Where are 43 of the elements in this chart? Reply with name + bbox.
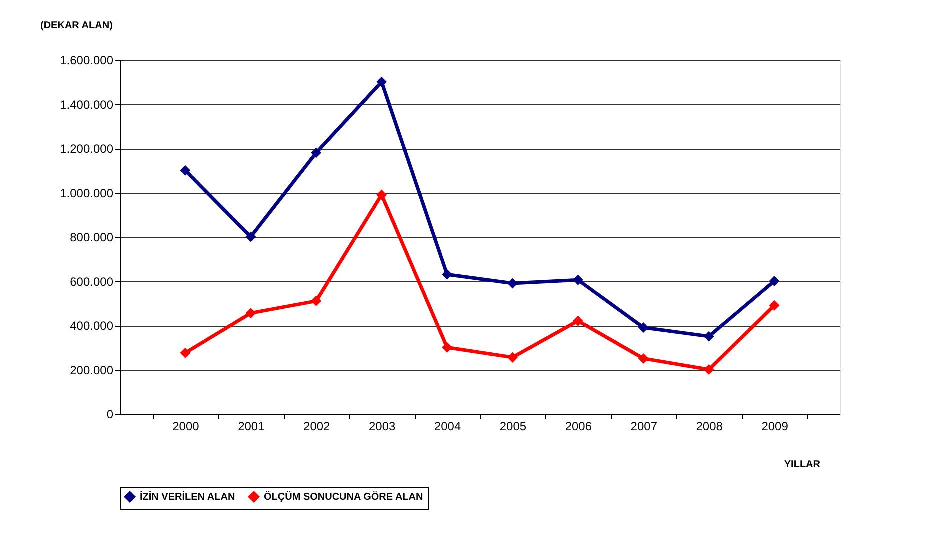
point [246, 308, 256, 319]
point [704, 331, 714, 342]
x-tick-label: 2001 [238, 420, 266, 434]
legend-label: ÖLÇÜM SONUCUNA GÖRE ALAN [264, 491, 424, 503]
y-tick-label: 800.000 [70, 230, 114, 244]
x-tick-label: 2006 [565, 420, 592, 434]
point [311, 148, 322, 158]
point [376, 76, 388, 88]
point [376, 190, 388, 200]
point [442, 269, 453, 280]
x-tick-label: 2005 [500, 420, 527, 434]
point [769, 276, 780, 286]
point [572, 274, 584, 286]
x-tick-label: 2004 [434, 420, 462, 434]
point [572, 316, 584, 326]
y-tick-label: 1.200.000 [60, 142, 114, 156]
point [507, 278, 518, 289]
point [704, 364, 714, 375]
y-tick-label: 1.400.000 [60, 98, 114, 112]
point [246, 232, 256, 242]
point [507, 352, 518, 363]
point [769, 300, 780, 311]
point [442, 342, 453, 353]
x-tick-label: 2002 [304, 420, 331, 434]
y-tick-label: 200.000 [70, 363, 114, 378]
y-tick-label: 600.000 [70, 274, 114, 289]
point [638, 353, 649, 364]
y-tick-label: 400.000 [70, 319, 114, 333]
y-axis-title: (DEKAR ALAN) [40, 20, 113, 32]
legend-label: İZİN VERİLEN ALAN [140, 491, 236, 503]
point [180, 165, 191, 176]
y-tick-label: 1.000.000 [60, 186, 114, 200]
x-tick-label: 2007 [630, 420, 658, 434]
x-tick-label: 2009 [762, 420, 789, 434]
point [638, 322, 649, 333]
x-tick-label: 2000 [172, 420, 200, 434]
x-tick-label: 2008 [696, 420, 724, 434]
x-tick-label: 2003 [368, 420, 396, 434]
point [311, 296, 322, 306]
x-axis-title: YILLAR [784, 460, 822, 470]
y-tick-label: 1.600.000 [60, 54, 114, 68]
y-tick-label: 0 [106, 408, 114, 422]
point [180, 348, 191, 358]
